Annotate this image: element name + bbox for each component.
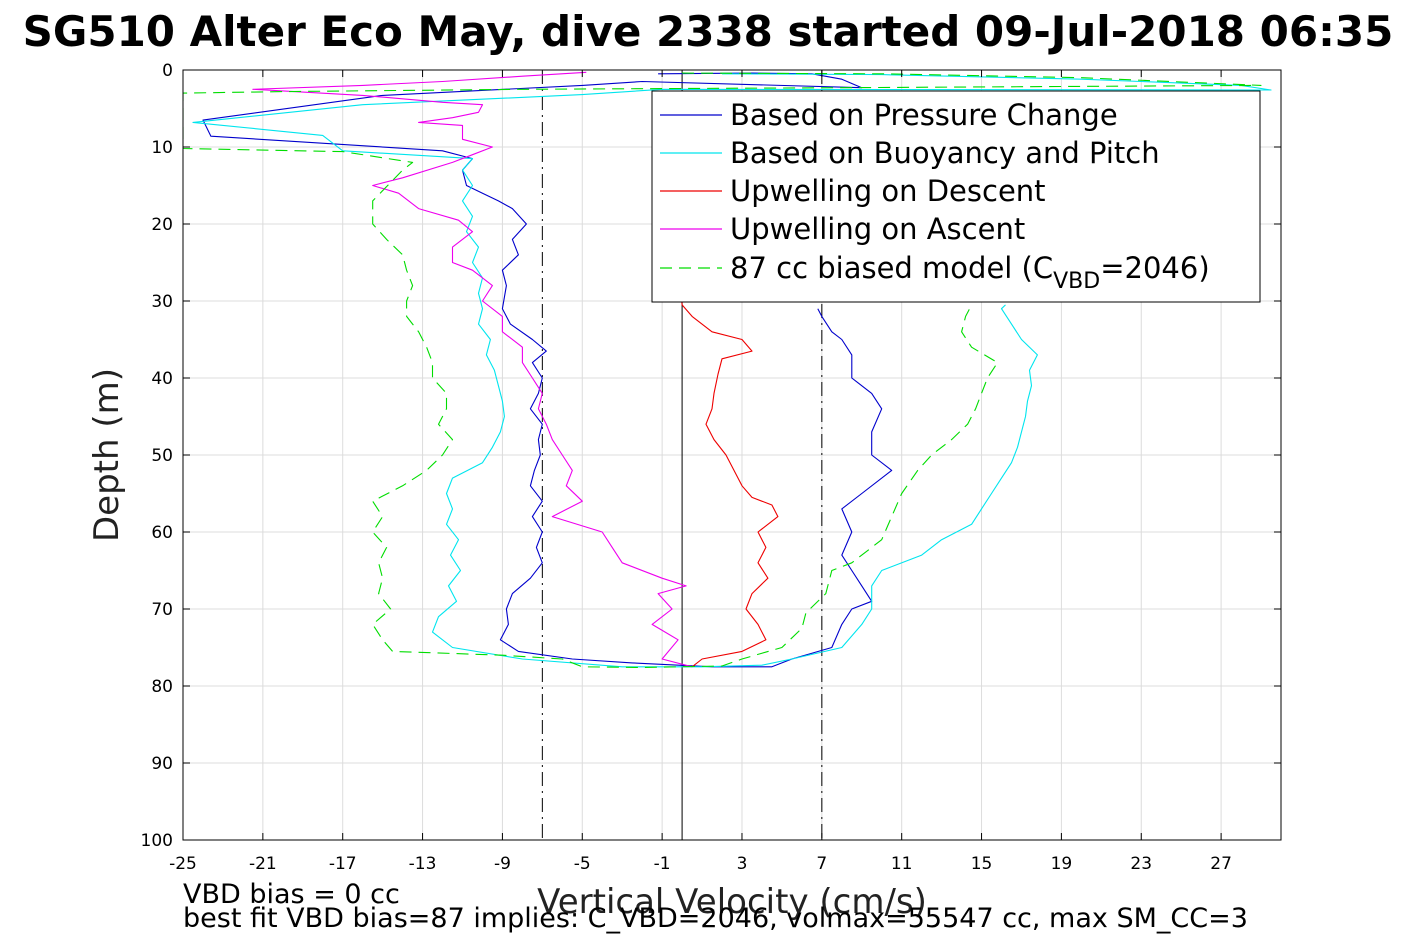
- y-tick-label: 0: [162, 61, 173, 81]
- legend-label-model: 87 cc biased model (CVBD=2046): [730, 251, 1210, 294]
- y-tick-label: 40: [151, 369, 173, 389]
- legend-label-3: Upwelling on Descent: [730, 174, 1046, 208]
- series-line-3: [651, 127, 779, 668]
- x-tick-label: -21: [249, 854, 277, 874]
- bias-note: VBD bias = 0 cc: [183, 879, 400, 910]
- x-tick-label: 7: [816, 854, 827, 874]
- x-tick-label: 11: [891, 854, 913, 874]
- series-line-4: [252, 71, 693, 668]
- y-tick-label: 30: [151, 292, 173, 312]
- y-axis-ticks: 0 10 20 30 40 50 60 70 80 90 100: [141, 61, 1281, 851]
- x-tick-label: -9: [494, 854, 511, 874]
- x-tick-label: 3: [737, 854, 748, 874]
- legend-box: [651, 90, 1261, 303]
- y-tick-label: 80: [151, 677, 173, 697]
- legend-model-subscript: VBD: [1053, 269, 1100, 294]
- legend-label-2: Based on Buoyancy and Pitch: [730, 136, 1160, 170]
- y-tick-label: 10: [151, 138, 173, 158]
- x-tick-label: -1: [654, 854, 671, 874]
- y-tick-label: 100: [141, 831, 173, 851]
- legend: Based on Pressure Change Based on Buoyanc…: [651, 90, 1261, 303]
- chart-title: SG510 Alter Eco May, dive 2338 started 0…: [23, 7, 1394, 56]
- series-line-2: [192, 73, 1272, 668]
- x-tick-label: -5: [574, 854, 591, 874]
- series-line-5: [183, 72, 1262, 669]
- series-group: [183, 71, 1272, 669]
- x-tick-label: -17: [329, 854, 357, 874]
- legend-model-suffix: =2046): [1100, 251, 1209, 285]
- x-tick-label: -25: [169, 854, 197, 874]
- x-tick-label: 15: [971, 854, 993, 874]
- y-tick-label: 60: [151, 523, 173, 543]
- y-tick-label: 90: [151, 754, 173, 774]
- x-axis-ticks: -25 -21 -17 -13 -9 -5 -1 3 7 11 15 19 23 27: [169, 70, 1232, 874]
- x-tick-label: 19: [1051, 854, 1073, 874]
- y-tick-label: 50: [151, 446, 173, 466]
- legend-model-prefix: 87 cc biased model (C: [730, 251, 1053, 285]
- y-axis-label: Depth (m): [87, 368, 127, 542]
- y-tick-label: 20: [151, 215, 173, 235]
- x-tick-label: 23: [1130, 854, 1152, 874]
- x-tick-label: 27: [1210, 854, 1232, 874]
- legend-label-4: Upwelling on Ascent: [730, 212, 1025, 246]
- x-axis-label: Vertical Velocity (cm/s): [537, 882, 927, 922]
- legend-label-1: Based on Pressure Change: [730, 98, 1118, 132]
- y-tick-label: 70: [151, 600, 173, 620]
- best-fit-note: best fit VBD bias=87 implies: C_VBD=2046…: [183, 903, 1248, 934]
- x-tick-label: -13: [409, 854, 437, 874]
